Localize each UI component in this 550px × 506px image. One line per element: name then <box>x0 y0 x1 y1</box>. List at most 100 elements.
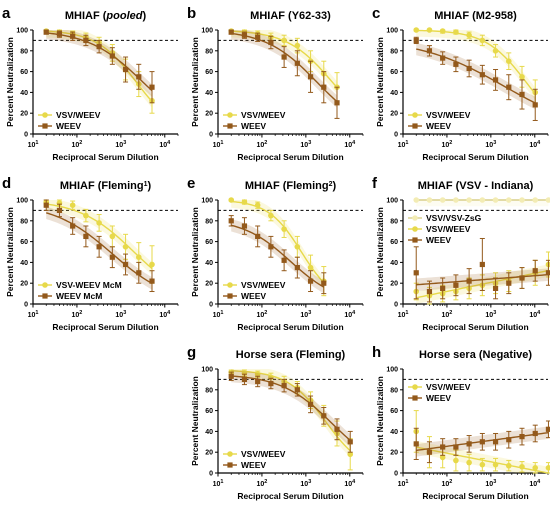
y-tick-label: 60 <box>205 69 213 76</box>
data-point <box>307 264 314 271</box>
x-tick-label: 101 <box>213 140 224 149</box>
chart-title: Horse sera (Negative) <box>419 349 532 361</box>
fit-curve <box>416 29 536 95</box>
x-tick-label: 104 <box>529 479 541 488</box>
y-tick-label: 40 <box>20 90 28 97</box>
data-point <box>439 28 446 34</box>
legend-label: VSV/WEEV <box>241 449 286 459</box>
data-point <box>440 285 446 291</box>
series-1 <box>228 29 340 119</box>
data-point <box>545 426 550 432</box>
y-tick-label: 40 <box>205 429 213 436</box>
panel-f: f MHIAF (VSV - Indiana) 0 20 40 60 80 100 101 102… <box>372 175 550 332</box>
legend-marker <box>227 123 233 129</box>
series-1 <box>413 36 538 121</box>
legend-marker <box>227 451 233 457</box>
data-point <box>492 439 499 445</box>
confidence-band <box>231 219 324 294</box>
legend-label: WEEV <box>241 121 266 131</box>
x-tick-label: 102 <box>441 310 452 319</box>
x-tick-label: 103 <box>300 479 311 488</box>
panel-a: a MHIAF (pooled) 0 20 40 60 80 100 101 102 103 104R… <box>2 5 179 162</box>
x-tick-label: 102 <box>441 140 452 149</box>
data-point <box>506 437 512 443</box>
series-1 <box>43 29 155 104</box>
series-1 <box>43 199 155 293</box>
x-axis-title: Reciprocal Serum Dilution <box>237 322 343 332</box>
panel-letter: e <box>187 175 195 192</box>
y-tick-label: 0 <box>394 132 398 139</box>
x-tick-label: 102 <box>256 310 267 319</box>
data-point <box>453 282 459 288</box>
chart-title: MHIAF (pooled) <box>65 10 147 22</box>
data-point <box>426 288 433 295</box>
y-tick-label: 40 <box>390 90 398 97</box>
data-point <box>96 244 102 250</box>
fit-curve <box>231 375 351 441</box>
confidence-band <box>46 200 153 275</box>
legend-marker <box>412 226 418 232</box>
y-tick-label: 20 <box>205 111 213 118</box>
data-point <box>426 197 433 203</box>
legend-marker <box>227 462 233 468</box>
y-axis-title: Percent Neutralization <box>190 37 200 127</box>
y-axis-title: Percent Neutralization <box>375 207 385 297</box>
data-point <box>56 207 63 213</box>
x-tick-label: 104 <box>344 310 356 319</box>
data-point <box>281 383 287 389</box>
y-tick-label: 0 <box>394 471 398 478</box>
data-point <box>479 72 485 78</box>
data-point <box>109 233 116 240</box>
panel-letter: b <box>187 5 196 22</box>
x-tick-label: 102 <box>71 310 82 319</box>
x-tick-label: 103 <box>300 140 311 149</box>
y-tick-label: 80 <box>390 218 398 225</box>
series-1 <box>228 369 353 453</box>
data-point <box>268 244 274 250</box>
x-tick-label: 101 <box>398 310 409 319</box>
data-point <box>532 102 538 108</box>
data-point <box>281 54 287 60</box>
data-point <box>109 254 115 260</box>
x-tick-label: 103 <box>300 310 311 319</box>
data-point <box>479 439 485 445</box>
data-point <box>413 37 419 43</box>
data-point <box>321 280 327 286</box>
data-point <box>321 413 327 419</box>
panel-letter: a <box>2 5 11 22</box>
panel-letter: h <box>372 344 381 361</box>
data-point <box>122 66 129 73</box>
data-point <box>479 197 486 203</box>
panel-b: b MHIAF (Y62-33) 0 20 40 60 80 100 101 102 103 104R… <box>187 5 364 162</box>
legend-label: WEEV <box>426 235 451 245</box>
y-tick-label: 60 <box>205 239 213 246</box>
data-point <box>492 77 499 83</box>
y-tick-label: 100 <box>201 28 213 35</box>
data-point <box>307 278 314 284</box>
y-tick-label: 60 <box>390 408 398 415</box>
legend-marker <box>412 395 418 401</box>
x-tick-label: 103 <box>485 140 496 149</box>
chart-title: MHIAF (Fleming2) <box>245 180 337 192</box>
data-point <box>255 378 261 385</box>
data-point <box>307 74 314 80</box>
y-tick-label: 0 <box>394 302 398 309</box>
data-point <box>347 451 354 458</box>
x-axis-title: Reciprocal Serum Dilution <box>52 152 158 162</box>
x-tick-label: 102 <box>256 140 267 149</box>
x-tick-label: 101 <box>213 479 224 488</box>
y-tick-label: 20 <box>205 281 213 288</box>
x-axis-title: Reciprocal Serum Dilution <box>237 491 343 501</box>
data-point <box>453 444 459 450</box>
x-axis-title: Reciprocal Serum Dilution <box>422 152 528 162</box>
x-tick-label: 103 <box>115 310 126 319</box>
x-tick-label: 104 <box>529 310 541 319</box>
data-point <box>453 61 459 67</box>
data-point <box>440 55 446 61</box>
